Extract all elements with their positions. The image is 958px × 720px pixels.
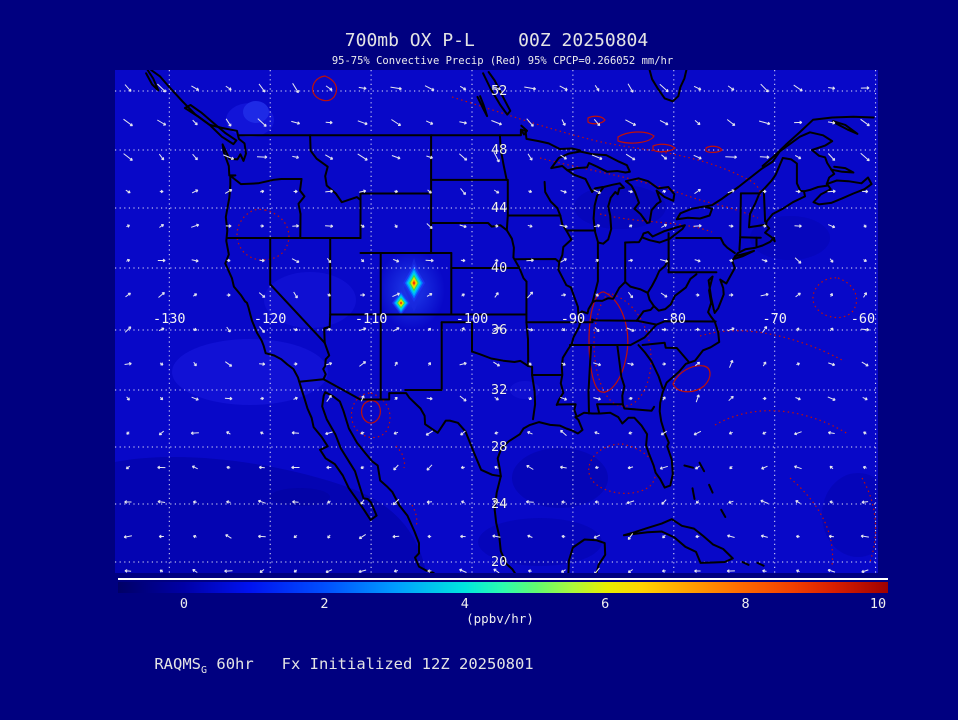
- colorbar-tick-label: 8: [741, 596, 750, 612]
- footer-text: 60hr Fx Initialized 12Z 20250801: [207, 655, 534, 673]
- lat-tick-label: 20: [491, 554, 508, 570]
- colorbar-tick-label: 0: [179, 596, 189, 612]
- lon-tick-label: -110: [354, 311, 388, 327]
- plot-subtitle: 95-75% Convective Precip (Red) 95% CPCP=…: [331, 55, 674, 67]
- colorbar-units: (ppbv/hr): [466, 611, 534, 626]
- colorbar-tick-label: 10: [869, 596, 887, 612]
- lon-tick-label: -120: [253, 311, 287, 327]
- footer-caption: RAQMSG 60hr Fx Initialized 12Z 20250801: [117, 637, 534, 691]
- colorbar-tick-label: 2: [320, 596, 329, 612]
- state-borders-layer: [226, 134, 805, 478]
- lat-tick-label: 28: [491, 439, 508, 455]
- lat-tick-label: 48: [491, 142, 508, 158]
- lat-tick-label: 24: [491, 496, 508, 512]
- map-area: 52 48 44 40 36 32 28 24 20 -130 -120 -110 -100 -90 -80…: [115, 70, 878, 573]
- lat-tick-label: 36: [491, 322, 508, 338]
- map-canvas: [115, 70, 878, 573]
- plot-title: 700mb OX P-L 00Z 20250804: [344, 30, 649, 51]
- lat-tick-label: 40: [491, 260, 508, 276]
- colorbar-top-line: [118, 578, 888, 580]
- lat-tick-label: 32: [491, 382, 508, 398]
- lon-tick-label: -80: [661, 311, 686, 327]
- model-subscript: G: [201, 665, 208, 677]
- precip-contours-layer: [236, 75, 877, 567]
- lon-tick-label: -130: [153, 311, 186, 327]
- lakes-layer: [145, 70, 734, 573]
- colorbar: [118, 582, 888, 593]
- graticule-layer: [115, 70, 878, 573]
- lat-tick-label: 52: [491, 83, 508, 99]
- colorbar-tick-label: 4: [460, 596, 469, 612]
- hotspot-layer: [377, 250, 445, 330]
- colorbar-tick-label: 6: [601, 596, 610, 612]
- model-name: RAQMS: [154, 655, 201, 673]
- lon-tick-label: -60: [850, 311, 876, 327]
- lat-tick-label: 44: [491, 200, 508, 216]
- lon-tick-label: -100: [455, 311, 489, 327]
- wind-vectors-layer: [123, 83, 870, 573]
- lon-tick-label: -90: [560, 311, 586, 327]
- lon-tick-label: -70: [762, 311, 787, 327]
